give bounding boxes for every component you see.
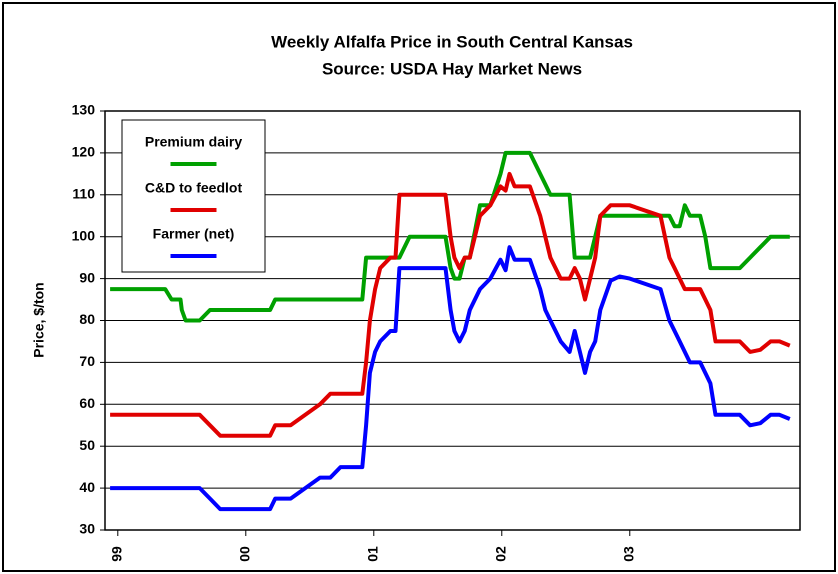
y-tick-label: 130 (72, 102, 96, 118)
legend-label: Farmer (net) (153, 226, 235, 242)
y-tick-label: 40 (79, 479, 95, 495)
y-tick-label: 60 (79, 395, 95, 411)
x-tick-label: 99 (109, 546, 125, 562)
y-tick-label: 30 (79, 521, 95, 537)
chart-title: Weekly Alfalfa Price in South Central Ka… (271, 32, 633, 51)
series-line (110, 171, 791, 438)
x-tick-label: 00 (236, 546, 252, 562)
series-line (110, 150, 790, 323)
legend-label: C&D to feedlot (145, 180, 243, 196)
y-axis-label: Price, $/ton (31, 282, 47, 357)
y-tick-label: 110 (72, 186, 95, 202)
legend-box (121, 119, 266, 273)
y-tick-label: 50 (79, 437, 95, 453)
chart-subtitle: Source: USDA Hay Market News (322, 59, 582, 78)
plot-frame (104, 110, 801, 531)
x-tick-label: 03 (620, 546, 636, 562)
legend-label: Premium dairy (145, 134, 242, 150)
y-tick-label: 100 (72, 227, 96, 243)
y-tick-label: 90 (79, 269, 95, 285)
y-tick-label: 80 (79, 311, 95, 327)
y-tick-label: 70 (79, 353, 95, 369)
series-line (110, 245, 791, 512)
y-tick-label: 120 (72, 144, 96, 160)
x-tick-label: 01 (364, 546, 380, 562)
x-tick-label: 02 (492, 546, 508, 562)
